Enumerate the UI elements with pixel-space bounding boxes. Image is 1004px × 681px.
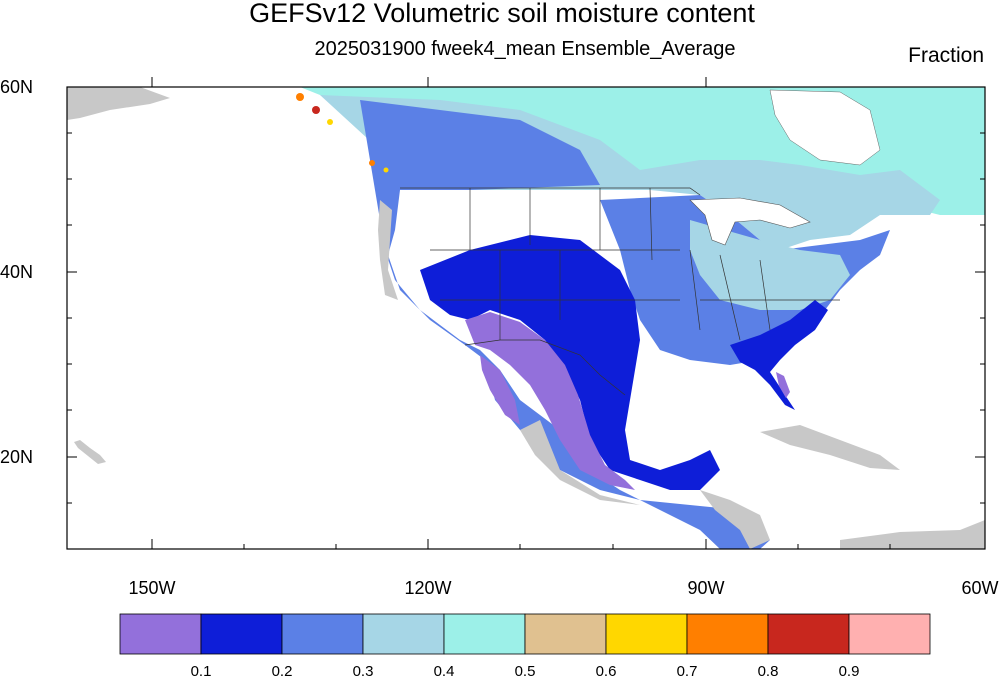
colorbar-swatch	[686, 613, 769, 655]
colorbar-label: 0.1	[190, 663, 212, 680]
hawaii-islands	[74, 440, 106, 464]
great-lakes	[689, 197, 811, 246]
lon-label-150w: 150W	[128, 578, 176, 598]
colorbar-label: 0.6	[595, 663, 617, 680]
wet-spot-5	[383, 167, 389, 173]
missing-coast-alaska	[67, 87, 170, 120]
dark-blue-region-southeast	[730, 300, 828, 410]
light-blue-region-east	[690, 220, 850, 310]
lon-label-90w: 90W	[687, 578, 725, 598]
missing-coast-gulf	[520, 420, 640, 505]
lat-ticks	[67, 86, 985, 504]
units-label: Fraction	[908, 44, 984, 67]
wet-spot-1	[296, 93, 304, 101]
colorbar	[119, 613, 931, 655]
purple-region-mexico	[465, 312, 635, 490]
colorbar-swatch	[443, 613, 526, 655]
colorbar-label: 0.8	[757, 663, 779, 680]
colorbar-label: 0.3	[352, 663, 374, 680]
wet-spot-3	[327, 119, 333, 125]
colorbar-label: 0.7	[676, 663, 698, 680]
hudson-bay	[769, 89, 881, 166]
purple-region-florida	[776, 372, 790, 398]
missing-caribbean	[760, 425, 900, 470]
colorbar-label: 0.2	[271, 663, 293, 680]
wet-spot-4	[369, 160, 375, 166]
lon-label-60w: 60W	[961, 578, 999, 598]
colorbar-swatch	[362, 613, 445, 655]
missing-south-america	[840, 520, 985, 549]
colorbar-swatch	[848, 613, 931, 655]
colorbar-swatch	[200, 613, 283, 655]
chart-title: GEFSv12 Volumetric soil moisture content	[249, 0, 755, 28]
colorbar-label: 0.9	[838, 663, 860, 680]
colorbar-swatch	[119, 613, 202, 655]
colorbar-label: 0.4	[433, 663, 455, 680]
chart-subtitle: 2025031900 fweek4_mean Ensemble_Average	[314, 38, 736, 60]
lon-ticks	[151, 77, 891, 549]
lon-label-120w: 120W	[404, 578, 452, 598]
lat-label-20n: 20N	[0, 447, 34, 467]
dark-blue-region-southwest	[420, 235, 720, 490]
missing-central-america	[700, 490, 770, 549]
political-borders	[400, 187, 840, 396]
colorbar-swatch	[524, 613, 607, 655]
colorbar-swatch	[767, 613, 850, 655]
wet-spot-2	[312, 106, 320, 114]
soil-moisture-field	[67, 87, 985, 549]
lat-label-60n: 60N	[0, 77, 34, 97]
colorbar-swatch	[605, 613, 688, 655]
missing-coast-west	[378, 200, 398, 300]
colorbar-label: 0.5	[514, 663, 536, 680]
lat-label-40n: 40N	[0, 262, 34, 282]
colorbar-swatch	[281, 613, 364, 655]
